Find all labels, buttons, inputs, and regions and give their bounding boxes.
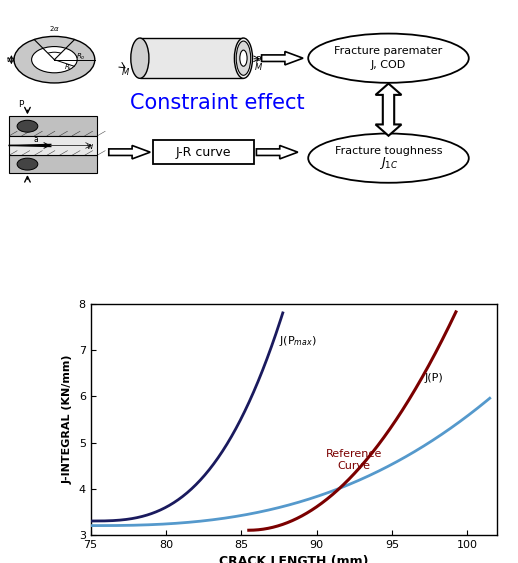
Text: w: w xyxy=(87,142,93,151)
Ellipse shape xyxy=(308,34,469,83)
Text: t: t xyxy=(7,57,10,62)
Text: M: M xyxy=(254,63,262,72)
Text: $R_o$: $R_o$ xyxy=(76,52,86,62)
FancyBboxPatch shape xyxy=(153,140,254,164)
Text: $J_{1C}$: $J_{1C}$ xyxy=(379,155,398,171)
Text: J(P$_{max}$): J(P$_{max}$) xyxy=(279,334,316,348)
Ellipse shape xyxy=(308,133,469,183)
Text: P: P xyxy=(255,56,261,65)
Polygon shape xyxy=(109,145,150,159)
Text: Constraint effect: Constraint effect xyxy=(130,93,305,113)
Text: $2\alpha$: $2\alpha$ xyxy=(49,24,60,33)
Text: Reference
Curve: Reference Curve xyxy=(326,449,382,471)
X-axis label: CRACK LENGTH (mm): CRACK LENGTH (mm) xyxy=(219,555,369,563)
Text: $R_i$: $R_i$ xyxy=(64,63,72,73)
Polygon shape xyxy=(256,145,298,159)
Circle shape xyxy=(17,120,38,132)
Text: P: P xyxy=(18,100,23,109)
Text: a: a xyxy=(34,135,39,144)
Polygon shape xyxy=(140,38,243,78)
Polygon shape xyxy=(376,83,401,136)
Text: J-R curve: J-R curve xyxy=(176,146,231,159)
Polygon shape xyxy=(9,117,97,136)
Circle shape xyxy=(14,37,95,83)
Text: Fracture paremater: Fracture paremater xyxy=(335,46,442,56)
Polygon shape xyxy=(9,136,97,155)
Text: M: M xyxy=(122,68,129,77)
Circle shape xyxy=(32,47,77,73)
Ellipse shape xyxy=(236,41,251,75)
Text: J(P): J(P) xyxy=(425,373,444,383)
Polygon shape xyxy=(9,155,97,173)
Text: J, COD: J, COD xyxy=(371,60,406,70)
Ellipse shape xyxy=(131,38,149,78)
Text: Fracture toughness: Fracture toughness xyxy=(335,146,442,157)
Ellipse shape xyxy=(235,38,253,78)
Ellipse shape xyxy=(240,50,247,66)
Y-axis label: J-INTEGRAL (KN/mm): J-INTEGRAL (KN/mm) xyxy=(63,355,73,484)
Polygon shape xyxy=(262,51,303,65)
Circle shape xyxy=(17,158,38,170)
